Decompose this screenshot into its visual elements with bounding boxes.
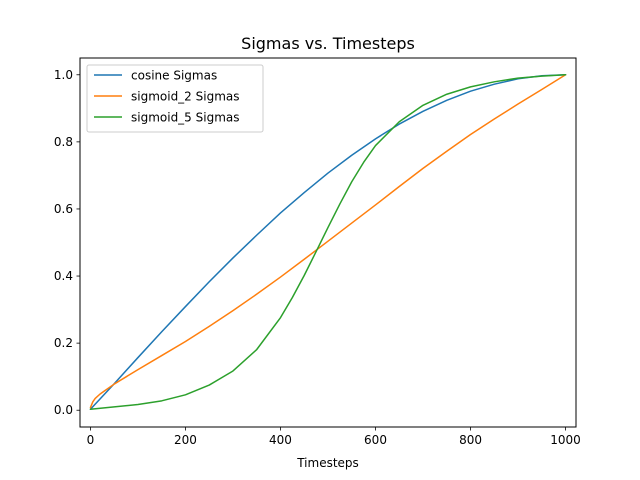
- x-tick-label: 0: [87, 433, 95, 447]
- plot-frame: [79, 57, 577, 428]
- x-tick-label: 200: [174, 433, 197, 447]
- y-tick-label: 0.4: [54, 269, 73, 283]
- y-tick-label: 1.0: [54, 68, 73, 82]
- y-tick-label: 0.8: [54, 135, 73, 149]
- y-tick-label: 0.0: [54, 403, 73, 417]
- series-line-3: [89, 74, 567, 410]
- x-axis-label: Timesteps: [296, 456, 359, 470]
- chart-title: Sigmas vs. Timesteps: [241, 34, 415, 53]
- y-tick-label: 0.6: [54, 202, 73, 216]
- y-tick-label: 0.2: [54, 336, 73, 350]
- legend: cosine Sigmas sigmoid_2 Sigmas sigmoid_5 S…: [86, 64, 264, 133]
- legend-box: [86, 64, 264, 133]
- series-layer: [89, 74, 567, 410]
- series-line-1: [89, 74, 567, 410]
- series-line-2: [89, 74, 567, 409]
- legend-label: cosine Sigmas: [131, 69, 217, 83]
- legend-label: sigmoid_5 Sigmas: [131, 111, 240, 125]
- ticks-layer: 0 200 400 600 800 1000 0.0 0.2 0.4 0.6 0.8 1.0: [54, 68, 581, 447]
- x-tick-label: 600: [364, 433, 387, 447]
- x-tick-label: 1000: [550, 433, 581, 447]
- legend-label: sigmoid_2 Sigmas: [131, 90, 240, 104]
- x-tick-label: 800: [459, 433, 482, 447]
- x-tick-label: 400: [269, 433, 292, 447]
